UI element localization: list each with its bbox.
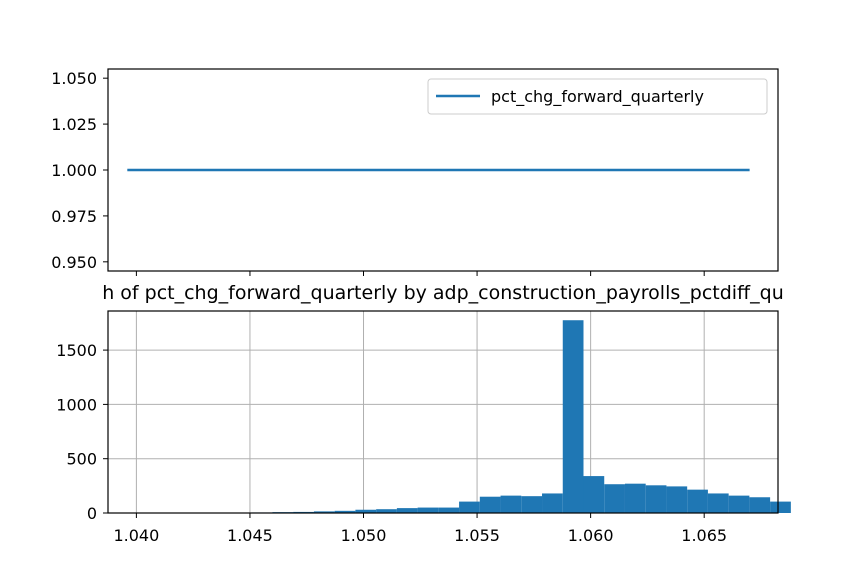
bottom-ytick-label: 500 xyxy=(66,450,97,469)
histogram-bar xyxy=(313,511,335,513)
bottom-xtick-label: 1.065 xyxy=(681,526,727,545)
histogram-bar xyxy=(396,508,418,513)
histogram-bar xyxy=(500,495,522,513)
histogram-panel: 0 500 1000 1500 1.040 1.045 1.050 1.055 1.060 1.… xyxy=(56,282,791,545)
top-ytick-label: 0.975 xyxy=(51,207,97,226)
bottom-xtick-label: 1.045 xyxy=(227,526,273,545)
histogram-bar xyxy=(707,493,729,513)
legend-box xyxy=(427,78,768,115)
bottom-xtick-label: 1.060 xyxy=(568,526,614,545)
bottom-xtick-label: 1.050 xyxy=(341,526,387,545)
bottom-ytick-label: 1500 xyxy=(56,341,97,360)
bottom-plot-frame xyxy=(107,310,779,514)
histogram-bar xyxy=(562,320,584,513)
bottom-xtick-label: 1.040 xyxy=(113,526,159,545)
histogram-bar xyxy=(645,485,667,513)
histogram-bar xyxy=(749,497,771,513)
histogram-bar xyxy=(770,501,791,513)
histogram-bar xyxy=(624,483,646,513)
legend: pct_chg_forward_quarterly xyxy=(427,78,768,115)
histogram-bar xyxy=(666,486,688,513)
top-ytick-label: 0.950 xyxy=(51,253,97,272)
histogram-bar xyxy=(583,476,605,513)
top-ytick-label: 1.000 xyxy=(51,161,97,180)
bottom-ytick-label: 0 xyxy=(87,504,97,523)
histogram-bar xyxy=(459,501,480,513)
top-ytick-label: 1.025 xyxy=(51,115,97,134)
bottom-xtick-label: 1.055 xyxy=(454,526,500,545)
legend-label: pct_chg_forward_quarterly xyxy=(491,87,704,107)
histogram-bar xyxy=(479,496,501,513)
line-chart-panel: 0.950 0.975 1.000 1.025 1.050 pct_chg_forwar… xyxy=(51,68,779,276)
bottom-ytick-label: 1000 xyxy=(56,395,97,414)
histogram-bar xyxy=(376,509,397,513)
histogram-bar xyxy=(687,489,708,513)
histogram-bar xyxy=(334,510,356,513)
histogram-title: h of pct_chg_forward_quarterly by adp_co… xyxy=(102,282,784,304)
top-ytick-label: 1.050 xyxy=(51,69,97,88)
histogram-bar xyxy=(542,493,563,513)
histogram-bar xyxy=(438,507,460,513)
histogram-bar xyxy=(604,484,625,513)
histogram-bar xyxy=(417,507,439,513)
histogram-bar xyxy=(728,495,750,513)
histogram-bar xyxy=(521,496,543,513)
top-plot-frame xyxy=(107,68,779,272)
histogram-bar xyxy=(355,509,377,513)
